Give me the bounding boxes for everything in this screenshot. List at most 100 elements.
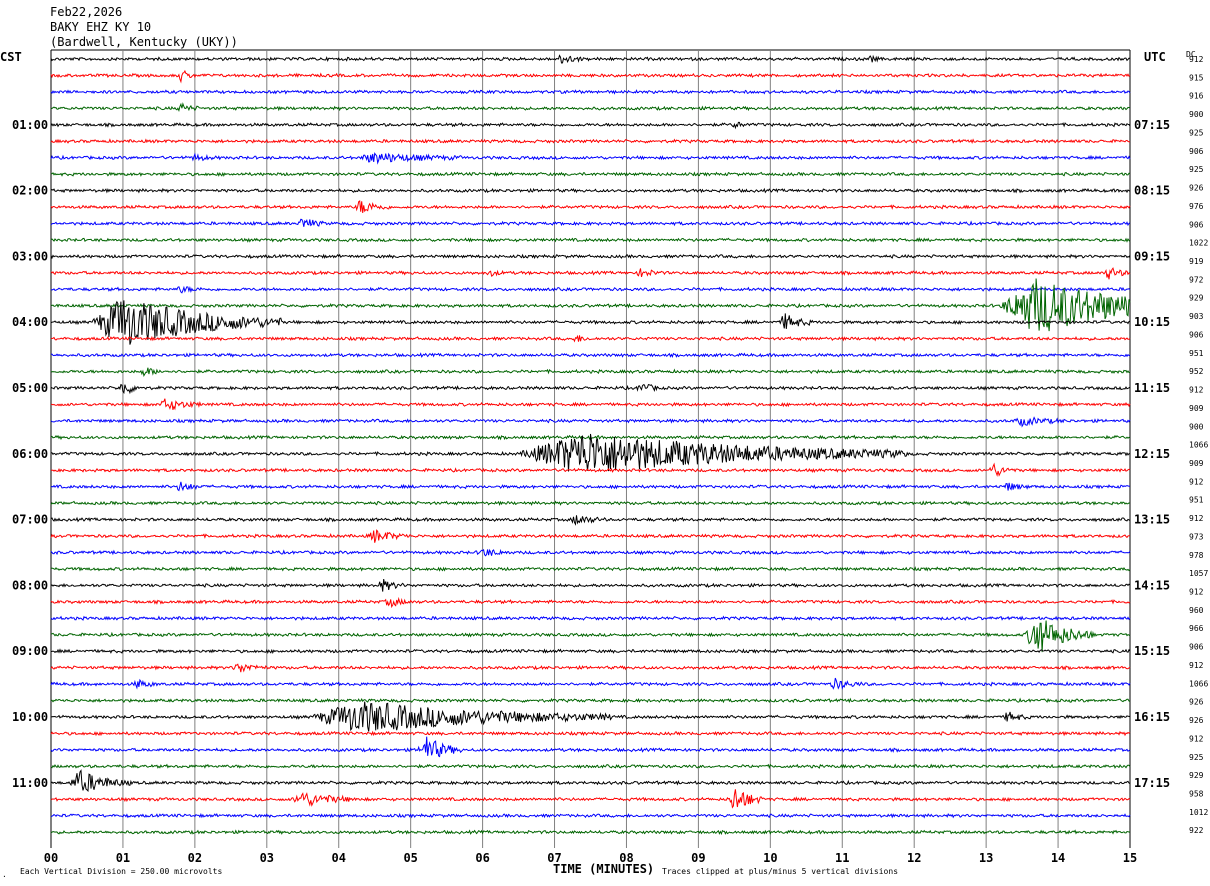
trace-row-34: [50, 615, 1131, 622]
trace-row-26: [50, 481, 1131, 492]
x-tick-label: 05: [403, 851, 417, 865]
dc-value: 926: [1189, 716, 1204, 725]
x-tick-label: 07: [547, 851, 561, 865]
trace-row-7: [51, 171, 1131, 177]
dc-value: 1057: [1189, 569, 1208, 578]
right-time-label: 08:15: [1134, 184, 1170, 198]
trace-row-19: [50, 367, 1131, 377]
trace-row-25: [51, 462, 1131, 477]
dc-value: 912: [1189, 514, 1204, 523]
dc-value: 912: [1189, 661, 1204, 670]
dc-value: 978: [1189, 551, 1204, 560]
dc-value: 1066: [1189, 679, 1208, 688]
trace-row-36: [50, 648, 1131, 655]
left-time-label: 08:00: [12, 578, 48, 592]
left-time-label: 03:00: [12, 249, 48, 263]
right-time-label: 07:15: [1134, 118, 1170, 132]
trace-row-39: [50, 697, 1131, 704]
trace-row-5: [50, 138, 1131, 145]
left-time-label: 10:00: [12, 710, 48, 724]
dc-value: 1022: [1189, 239, 1208, 248]
dc-value: 951: [1189, 496, 1204, 505]
x-tick-label: 11: [835, 851, 849, 865]
dc-value: 960: [1189, 606, 1204, 615]
traces: [50, 54, 1131, 836]
dc-value: 916: [1189, 92, 1204, 101]
right-time-label: 14:15: [1134, 578, 1170, 592]
trace-row-11: [50, 237, 1131, 243]
trace-row-29: [50, 529, 1130, 543]
dc-value: 912: [1189, 734, 1204, 743]
right-time-label: 15:15: [1134, 644, 1170, 658]
trace-row-16: [50, 300, 1131, 345]
trace-row-10: [50, 218, 1131, 227]
x-tick-label: 09: [691, 851, 705, 865]
trace-row-14: [50, 285, 1131, 294]
trace-row-42: [50, 736, 1131, 758]
trace-row-31: [50, 566, 1131, 572]
dc-value: 919: [1189, 257, 1204, 266]
left-time-label: 09:00: [12, 644, 48, 658]
dc-value: 952: [1189, 367, 1204, 376]
dc-value: 909: [1189, 404, 1204, 413]
dc-value: 972: [1189, 275, 1204, 284]
dc-value: 915: [1189, 73, 1204, 82]
x-tick-label: 08: [619, 851, 633, 865]
dc-value: 906: [1189, 147, 1204, 156]
right-time-label: 10:15: [1134, 315, 1170, 329]
time-labels: 01:00 02:00 03:00 04:00 05:00 06:00 07:00 08:00…: [12, 55, 1208, 835]
dc-value: 926: [1189, 184, 1204, 193]
left-time-label: 05:00: [12, 381, 48, 395]
right-time-label: 09:15: [1134, 249, 1170, 263]
dc-value: 925: [1189, 753, 1204, 762]
trace-row-40: [50, 701, 1131, 732]
dc-value: 1012: [1189, 808, 1208, 817]
trace-row-0: [50, 54, 1131, 64]
left-time-label: 01:00: [12, 118, 48, 132]
right-time-label: 11:15: [1134, 381, 1170, 395]
trace-row-43: [50, 763, 1131, 770]
left-time-label: 07:00: [12, 513, 48, 527]
date-label: Feb22,2026: [50, 5, 122, 19]
dc-value: 951: [1189, 349, 1204, 358]
clip-note: Traces clipped at plus/minus 5 vertical …: [662, 867, 898, 876]
dc-value: 973: [1189, 532, 1204, 541]
trace-row-24: [51, 433, 1131, 472]
x-tick-label: 15: [1123, 851, 1137, 865]
left-time-label: 06:00: [12, 447, 48, 461]
dc-value: 925: [1189, 128, 1204, 137]
left-time-label: 11:00: [12, 776, 48, 790]
x-tick-label: 06: [475, 851, 489, 865]
grid: 00 01 02 03 04 05 06 07 08 09 10 11 12 13 14 15: [44, 49, 1137, 865]
trace-row-9: [50, 200, 1131, 213]
right-time-label: 12:15: [1134, 447, 1170, 461]
trace-row-30: [50, 548, 1131, 557]
trace-row-33: [50, 596, 1131, 609]
trace-row-21: [50, 398, 1131, 411]
trace-row-45: [50, 789, 1131, 809]
dc-value: 909: [1189, 459, 1204, 468]
x-tick-label: 12: [907, 851, 921, 865]
trace-row-35: [51, 620, 1131, 653]
right-time-label: 17:15: [1134, 776, 1170, 790]
trace-row-12: [50, 253, 1131, 260]
x-tick-label: 10: [763, 851, 777, 865]
station-label: BAKY EHZ KY 10: [50, 20, 151, 34]
trace-row-22: [50, 416, 1131, 428]
trace-row-37: [50, 663, 1131, 673]
dc-value: 906: [1189, 330, 1204, 339]
trace-row-6: [50, 152, 1131, 165]
trace-row-38: [50, 677, 1131, 691]
dc-value: 912: [1189, 588, 1204, 597]
scale-note: Each Vertical Division = 250.00 microvol…: [20, 867, 222, 876]
dc-value: 925: [1189, 165, 1204, 174]
trace-row-17: [50, 334, 1131, 343]
trace-row-4: [50, 121, 1131, 130]
trace-row-2: [50, 89, 1131, 95]
trace-row-47: [50, 829, 1131, 836]
trace-row-15: [50, 278, 1131, 332]
trace-row-3: [50, 102, 1130, 113]
trace-row-8: [50, 187, 1131, 194]
dc-value: 906: [1189, 643, 1204, 652]
